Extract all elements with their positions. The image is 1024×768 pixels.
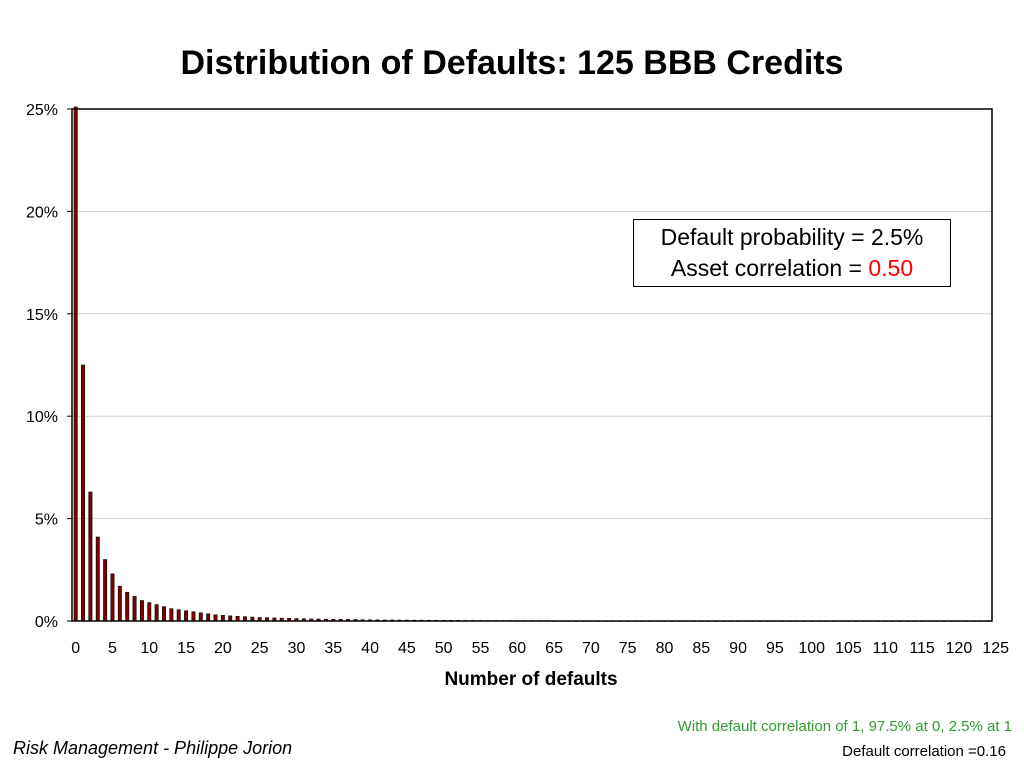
note-default-correlation: Default correlation =0.16 [842, 743, 1006, 760]
bar [103, 559, 108, 622]
y-tick-label: 20% [26, 204, 58, 221]
footer-credit: Risk Management - Philippe Jorion [13, 738, 293, 758]
bar [228, 615, 233, 622]
grid-lines [72, 210, 992, 520]
bar [206, 613, 211, 622]
bar [125, 592, 130, 622]
x-tick-label: 15 [177, 640, 195, 657]
x-tick-label: 120 [946, 640, 973, 657]
y-axis: 0% 5% 10% 15% 20% 25% [26, 102, 72, 631]
bar [95, 536, 100, 622]
x-tick-label: 0 [71, 640, 80, 657]
bar [110, 573, 115, 622]
x-tick-label: 5 [108, 640, 117, 657]
x-tick-label: 35 [324, 640, 342, 657]
x-tick-label: 10 [140, 640, 158, 657]
x-tick-label: 110 [873, 640, 899, 657]
annotation-line-2: Asset correlation = 0.50 [634, 253, 950, 284]
annotation-box: Default probability = 2.5% Asset correla… [633, 219, 951, 287]
bar [117, 585, 122, 622]
annotation-line-2-value: 0.50 [868, 255, 914, 281]
chart-title: Distribution of Defaults: 125 BBB Credit… [180, 44, 844, 82]
x-tick-label: 25 [251, 640, 269, 657]
y-tick-label: 0% [35, 614, 58, 631]
y-tick-label: 5% [35, 512, 58, 529]
x-tick-label: 115 [909, 640, 935, 657]
bar [184, 610, 189, 622]
bar [88, 491, 93, 622]
x-axis: 0 5 10 15 20 25 30 35 40 45 50 55 60 65 70 75 80 85 90 95 10… [71, 640, 1009, 657]
x-tick-label: 95 [766, 640, 784, 657]
bar [73, 106, 78, 622]
x-tick-label: 75 [619, 640, 637, 657]
annotation-line-1: Default probability = 2.5% [660, 224, 924, 250]
y-tick-label: 15% [26, 307, 58, 324]
bar [176, 609, 181, 622]
x-tick-label: 30 [288, 640, 306, 657]
bar [220, 614, 225, 622]
bar [132, 596, 137, 622]
bar [213, 614, 218, 622]
x-tick-label: 60 [508, 640, 526, 657]
x-tick-label: 90 [729, 640, 747, 657]
x-tick-label: 50 [435, 640, 453, 657]
x-tick-label: 65 [545, 640, 563, 657]
bar [162, 606, 166, 622]
x-tick-label: 85 [692, 640, 710, 657]
x-tick-label: 105 [835, 640, 862, 657]
bar [81, 364, 85, 622]
x-tick-label: 20 [214, 640, 232, 657]
bar [147, 602, 152, 622]
bar [154, 604, 159, 622]
x-tick-label: 80 [656, 640, 674, 657]
plot-area [72, 109, 992, 621]
bar [198, 612, 203, 622]
note-correlation-one: With default correlation of 1, 97.5% at … [677, 718, 1012, 735]
x-tick-label: 100 [798, 640, 825, 657]
y-tick-label: 25% [26, 102, 58, 119]
bar [139, 600, 144, 622]
x-tick-label: 55 [472, 640, 490, 657]
annotation-line-2-prefix: Asset correlation = [670, 255, 869, 281]
bar [169, 608, 174, 622]
plot-frame [71, 108, 993, 622]
y-tick-label: 10% [26, 409, 58, 426]
x-tick-label: 40 [361, 640, 379, 657]
x-tick-label: 125 [982, 640, 1009, 657]
x-axis-label: Number of defaults [444, 669, 618, 690]
bar [191, 611, 196, 622]
x-tick-label: 45 [398, 640, 416, 657]
x-tick-label: 70 [582, 640, 600, 657]
